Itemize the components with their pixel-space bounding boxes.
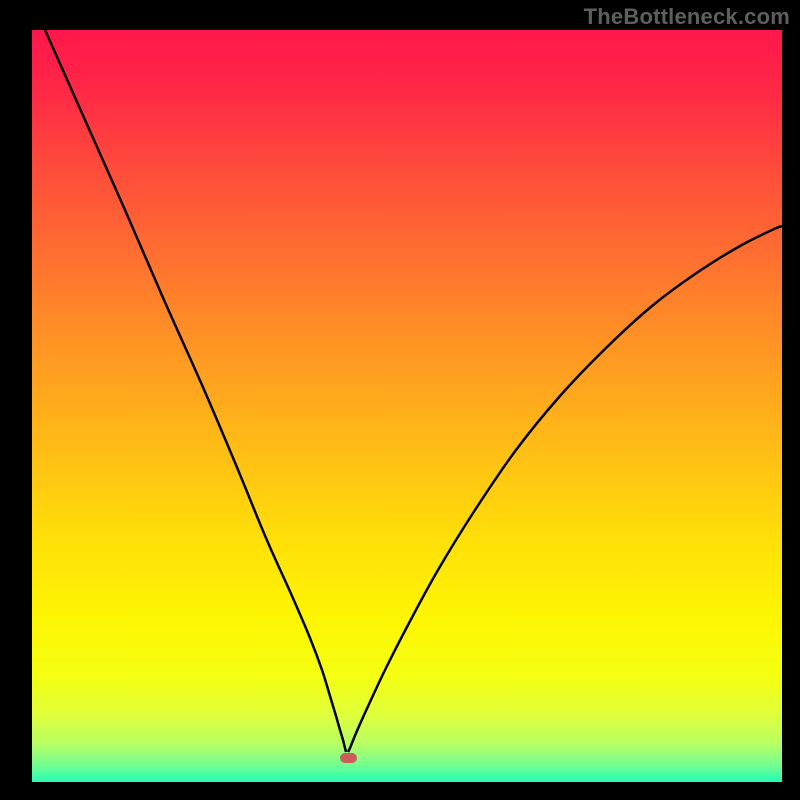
minimum-marker [340, 753, 357, 763]
watermark-text: TheBottleneck.com [584, 4, 790, 30]
chart-frame: TheBottleneck.com [0, 0, 800, 800]
plot-area [32, 30, 782, 782]
gradient-background [32, 30, 782, 782]
